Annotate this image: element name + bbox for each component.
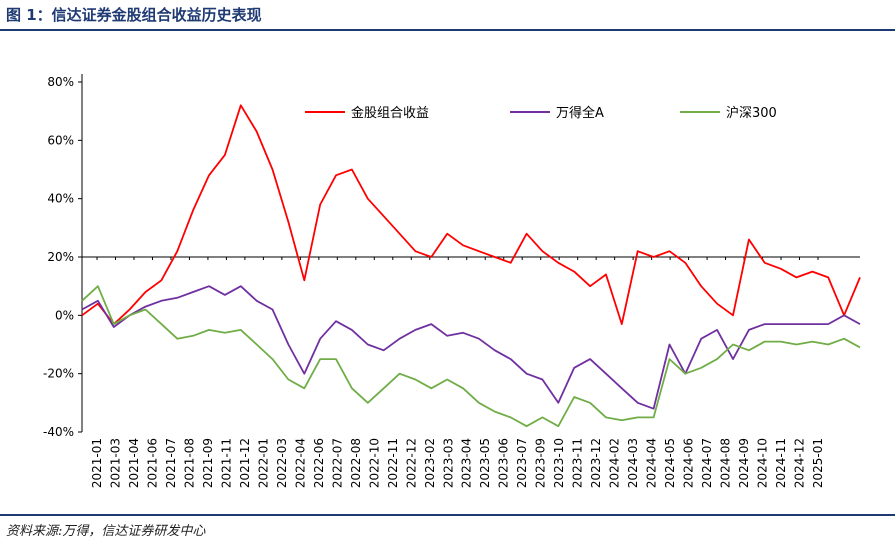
x-tick-label: 2022-06 — [312, 438, 326, 488]
y-tick-label: 60% — [47, 133, 74, 147]
x-tick-label: 2023-04 — [460, 438, 474, 488]
x-tick-label: 2021-11 — [219, 438, 233, 488]
legend-label-2: 万得全A — [556, 105, 604, 121]
legend-label-3: 沪深300 — [726, 105, 777, 121]
series-line-3 — [81, 285, 861, 428]
x-tick-label: 2024-11 — [774, 438, 788, 488]
x-tick-label: 2021-07 — [164, 438, 178, 488]
x-tick-label: 2023-10 — [552, 438, 566, 488]
x-tick-label: 2022-04 — [293, 438, 307, 488]
x-tick-label: 2022-01 — [256, 438, 270, 488]
x-tick-label: 2023-06 — [497, 438, 511, 488]
x-tick-label: 2022-11 — [386, 438, 400, 488]
figure-title: 图 1：信达证券金股组合收益历史表现 — [6, 6, 262, 24]
x-tick-label: 2024-05 — [663, 438, 677, 488]
x-tick-label: 2021-01 — [90, 438, 104, 488]
y-tick-label: 80% — [47, 75, 74, 89]
x-tick-label: 2021-03 — [108, 438, 122, 488]
x-tick-label: 2024-02 — [608, 438, 622, 488]
x-tick-label: 2023-12 — [589, 438, 603, 488]
x-tick-label: 2023-03 — [441, 438, 455, 488]
x-tick-label: 2022-08 — [349, 438, 363, 488]
x-tick-label: 2023-05 — [478, 438, 492, 488]
chart-legend: 金股组合收益 万得全A 沪深300 — [305, 105, 777, 121]
legend-label-1: 金股组合收益 — [351, 105, 429, 121]
x-tick-label: 2022-12 — [404, 438, 418, 488]
x-tick-label: 2024-12 — [793, 438, 807, 488]
title-rule — [0, 29, 895, 31]
x-tick-label: 2021-06 — [145, 438, 159, 488]
y-tick-label: -40% — [43, 425, 74, 439]
source-note: 资料来源:万得，信达证券研发中心 — [6, 524, 206, 539]
y-tick-label: 0% — [55, 308, 74, 322]
x-tick-label: 2021-09 — [201, 438, 215, 488]
x-tick-label: 2024-09 — [737, 438, 751, 488]
y-tick-label: -20% — [43, 367, 74, 381]
x-tick-label: 2024-04 — [645, 438, 659, 488]
x-tick-label: 2022-10 — [367, 438, 381, 488]
series-layer — [81, 104, 861, 428]
x-tick-label: 2024-08 — [719, 438, 733, 488]
x-tick-label: 2025-01 — [811, 438, 825, 488]
x-tick-label: 2024-06 — [682, 438, 696, 488]
chart-axes: -40% -20% 0% 20% 40% 60% 80% 2021-01 2021-03 2021… — [43, 74, 860, 488]
series-line-1 — [81, 104, 861, 326]
y-tick-label: 20% — [47, 250, 74, 264]
x-tick-label: 2023-09 — [534, 438, 548, 488]
x-tick-label: 2021-08 — [182, 438, 196, 488]
x-tick-label: 2024-07 — [700, 438, 714, 488]
x-tick-label: 2024-03 — [626, 438, 640, 488]
x-tick-label: 2022-07 — [330, 438, 344, 488]
x-tick-label: 2024-10 — [756, 438, 770, 488]
x-tick-label: 2023-02 — [423, 438, 437, 488]
x-tick-label: 2021-04 — [127, 438, 141, 488]
y-tick-label: 40% — [47, 192, 74, 206]
x-tick-label: 2023-11 — [571, 438, 585, 488]
series-line-2 — [81, 285, 861, 410]
x-tick-label: 2021-12 — [238, 438, 252, 488]
x-tick-label: 2023-07 — [515, 438, 529, 488]
x-tick-label: 2022-03 — [275, 438, 289, 488]
footer-rule — [0, 514, 895, 516]
